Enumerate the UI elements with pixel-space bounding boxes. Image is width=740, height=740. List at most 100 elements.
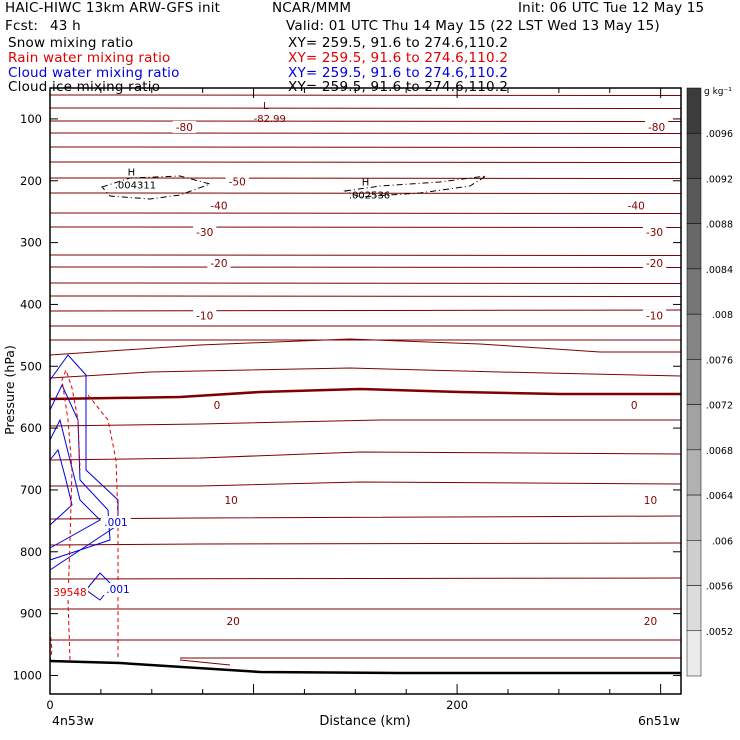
isotherm-label-bg: [644, 120, 669, 133]
forecast-label: Fcst:: [5, 18, 39, 34]
rain-label: 39548: [53, 587, 86, 599]
isotherm-line: [179, 659, 231, 666]
x-start-location: 4n53w: [52, 713, 94, 728]
cloud-water-contour: [49, 448, 73, 526]
isotherm-label-bg: [642, 309, 667, 322]
isotherm-line: [49, 295, 682, 297]
field-snow-xy: XY= 259.5, 91.6 to 274.6,110.2: [288, 35, 509, 51]
cloud-water-label: .001: [106, 584, 129, 596]
x-tick-label: 200: [446, 698, 468, 712]
isotherm-line: [50, 481, 682, 487]
isotherm-label-bg: [193, 309, 217, 322]
terrain-line: [49, 659, 681, 675]
isotherm-label: 20: [644, 616, 657, 628]
isotherm-label: -20: [210, 258, 227, 270]
isotherm-line: [49, 212, 682, 214]
isotherm-label-bg: [642, 256, 667, 269]
isotherm-label: -80: [176, 122, 193, 134]
isotherm-label-bg: [624, 199, 648, 212]
model-title: HAIC-HIWC 13km ARW-GFS init: [5, 0, 221, 16]
valid-time: Valid: 01 UTC Thu 14 May 15 (22 LST Wed …: [286, 18, 660, 34]
isotherm-line: [49, 419, 681, 427]
isotherm-label-bg: [225, 175, 249, 188]
isotherm-label: 10: [224, 495, 237, 507]
colorbar-cell: [686, 223, 702, 270]
isotherm-line: [49, 309, 682, 312]
isotherm-label-bg: [642, 226, 667, 239]
isotherm-label-bg: [211, 399, 223, 412]
colorbar-unit: g kg⁻¹: [704, 87, 732, 97]
isotherm-label: 10: [644, 495, 657, 507]
init-time: Init: 06 UTC Tue 12 May 15: [518, 0, 705, 16]
isotherm-line: [49, 192, 682, 194]
colorbar-cell: [686, 585, 702, 632]
colorbar-cell: [686, 132, 702, 179]
x-axis-title: Distance (km): [319, 714, 410, 729]
x-end-location: 6n51w: [638, 713, 680, 728]
snow-contour: [101, 175, 212, 200]
colorbar-cell: [686, 359, 702, 405]
colorbar-label: .0084: [706, 265, 733, 276]
y-tick-label: 300: [20, 236, 42, 250]
isotherm-label: -30: [196, 227, 213, 239]
extremum-mark: L: [263, 101, 269, 112]
isotherm-line: [49, 107, 682, 109]
isotherm-label-bg: [222, 493, 240, 506]
isotherm-line: [49, 177, 682, 179]
cloud-water-label-bg: [101, 516, 131, 528]
cloud-water-contour: [49, 418, 101, 549]
isotherm-line: [49, 577, 682, 580]
colorbar-label: .006: [712, 536, 733, 547]
isotherm-label: -30: [646, 227, 663, 239]
isotherm-zero-line: [49, 387, 681, 401]
org-label: NCAR/MMM: [272, 0, 352, 16]
field-cloudwater-xy: XY= 259.5, 91.6 to 274.6,110.2: [288, 65, 509, 81]
colorbar-cell: [686, 268, 702, 315]
y-tick-label: 600: [20, 421, 42, 435]
colorbar-label: .0064: [706, 491, 733, 502]
y-tick-label: 1000: [13, 668, 42, 682]
isotherm-line: [49, 120, 682, 122]
y-tick-label: 500: [20, 359, 42, 373]
isotherm-line: [49, 338, 681, 356]
isotherm-line: [49, 254, 682, 256]
extremum-mark: H: [362, 178, 370, 189]
isotherm-line: [49, 132, 682, 134]
isotherm-label-bg: [193, 226, 217, 239]
isotherm-label-bg: [172, 120, 196, 133]
isotherm-label-bg: [224, 615, 242, 628]
isotherm-line: [49, 282, 682, 284]
cloud-water-label: .001: [104, 517, 127, 529]
isotherm-label: -80: [648, 122, 665, 134]
isotherm-label: -50: [229, 176, 246, 188]
isotherm-line: [49, 451, 682, 461]
plot-frame: [49, 87, 682, 695]
isotherm-label: -20: [646, 258, 663, 270]
isotherm-line: [49, 94, 682, 96]
isotherm-line: [49, 367, 682, 379]
cloud-water-contour: [49, 354, 119, 571]
colorbar-cell: [686, 630, 702, 677]
isotherm-label: -40: [210, 200, 227, 212]
y-tick-label: 800: [20, 545, 42, 559]
extremum-mark: H: [128, 168, 136, 179]
cloud-water-contour: [49, 383, 111, 561]
isotherm-line: [49, 226, 682, 228]
extremum-value: -82.99: [254, 114, 286, 125]
isotherm-line: [49, 161, 682, 163]
colorbar-label: .0076: [706, 355, 733, 366]
isotherm-line: [49, 146, 682, 148]
y-tick-label: 100: [20, 112, 42, 126]
rain-label-bg: [52, 586, 88, 598]
isotherm-label-bg: [642, 493, 659, 506]
colorbar-cell: [686, 178, 702, 224]
isotherm-label: -10: [646, 311, 663, 323]
y-axis-title: Pressure (hPa): [2, 345, 17, 435]
y-tick-label: 200: [20, 174, 42, 188]
x-tick-label: 0: [46, 698, 53, 712]
isotherm-label-bg: [207, 199, 231, 212]
colorbar-label: .0056: [706, 582, 733, 593]
isotherm-line: [49, 515, 682, 520]
